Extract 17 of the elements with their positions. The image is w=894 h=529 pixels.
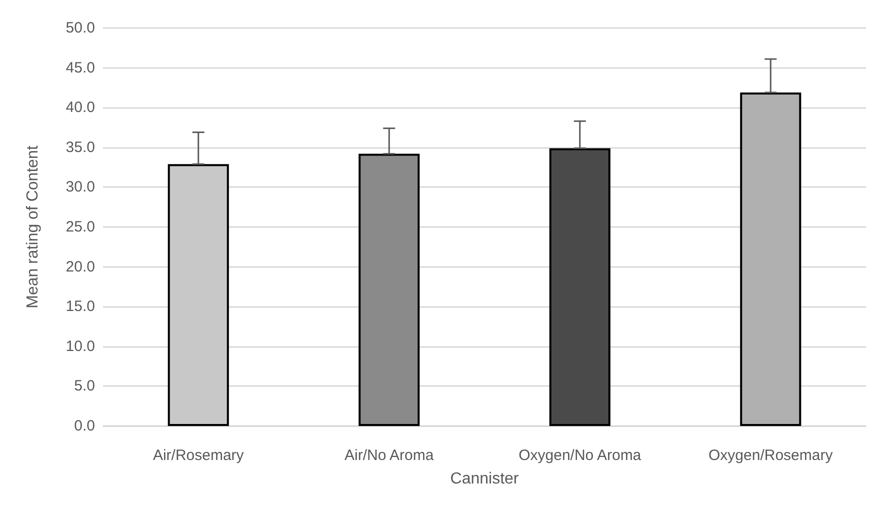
y-tick-label: 10.0 xyxy=(66,338,95,355)
y-tick-label: 15.0 xyxy=(66,298,95,316)
y-tick-label: 0.0 xyxy=(74,418,95,434)
y-axis-title: Mean rating of Content xyxy=(24,145,42,308)
x-tick-label: Air/Rosemary xyxy=(152,447,244,464)
y-tick-label: 5.0 xyxy=(74,378,95,395)
y-tick-label: 25.0 xyxy=(66,218,95,236)
x-tick-label: Oxygen/No Aroma xyxy=(518,447,642,464)
y-tick-label: 50.0 xyxy=(66,20,95,36)
x-tick-label: Air/No Aroma xyxy=(344,447,434,464)
y-tick-label: 30.0 xyxy=(66,178,95,196)
x-tick-label: Oxygen/Rosemary xyxy=(708,447,834,464)
y-tick-label: 35.0 xyxy=(66,138,95,156)
y-tick-label: 40.0 xyxy=(66,99,95,116)
x-axis-title: Cannister xyxy=(450,470,520,488)
y-tick-label: 45.0 xyxy=(66,59,95,76)
y-tick-label: 20.0 xyxy=(66,258,95,276)
